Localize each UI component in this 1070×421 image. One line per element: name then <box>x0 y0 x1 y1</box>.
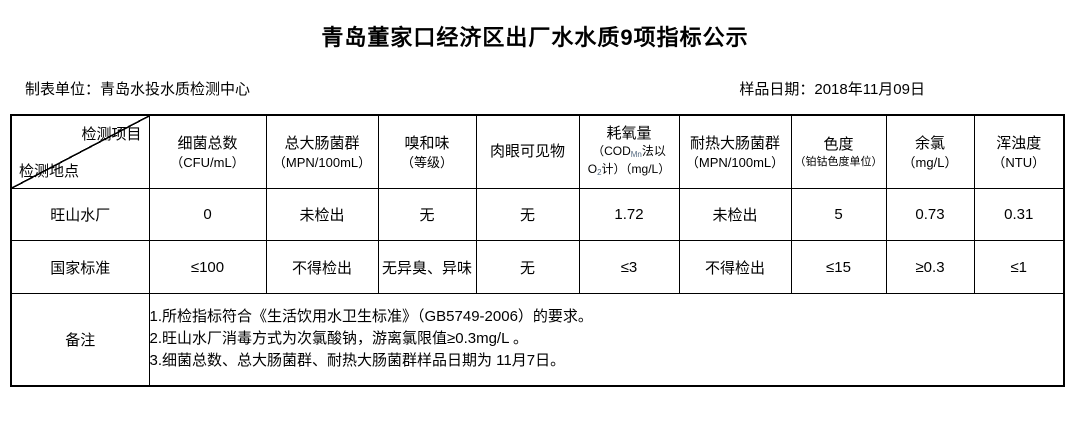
cell-value: 5 <box>790 188 887 241</box>
column-header-oxygen-consumption: 耗氧量 （CODMn法以 O2计）（mg/L） <box>578 114 680 189</box>
corner-label-items: 检测项目 <box>81 126 142 143</box>
cell-value: 不得检出 <box>678 240 792 294</box>
cell-value: 0 <box>148 188 267 241</box>
cell-value: 无 <box>377 188 477 241</box>
row-label-plant: 旺山水厂 <box>10 188 150 241</box>
cell-value: 无 <box>475 240 580 294</box>
cell-value: ≤15 <box>790 240 887 294</box>
column-header-residual-chlorine: 余氯 （mg/L） <box>885 114 975 189</box>
table-row-plant: 旺山水厂 0 未检出 无 无 1.72 未检出 5 0.73 0.31 <box>10 188 1065 241</box>
column-header-turbidity: 浑浊度 （NTU） <box>973 114 1065 189</box>
remark-line-3: 3.细菌总数、总大肠菌群、耐热大肠菌群样品日期为 11月7日。 <box>149 352 566 370</box>
column-header-chromaticity: 色度 （铂钴色度单位） <box>790 114 887 189</box>
remark-line-2: 2.旺山水厂消毒方式为次氯酸钠，游离氯限值≥0.3mg/L 。 <box>149 330 529 348</box>
row-label-standard: 国家标准 <box>10 240 150 294</box>
cell-value: 无异臭、异味 <box>377 240 477 294</box>
producer-unit-label: 制表单位：青岛水投水质检测中心 <box>25 81 251 98</box>
cell-value: 0.31 <box>973 188 1065 241</box>
diagonal-divider: 检测项目 检测地点 <box>12 116 149 188</box>
column-header-odor-taste: 嗅和味 （等级） <box>377 114 477 189</box>
row-label-remarks: 备注 <box>10 293 150 386</box>
water-quality-table: 检测项目 检测地点 细菌总数 （CFU/mL） 总大肠菌群 （MPN/100mL… <box>10 114 1065 387</box>
cell-value: 未检出 <box>678 188 792 241</box>
remark-line-1: 1.所检指标符合《生活饮用水卫生标准》（GB5749-2006）的要求。 <box>149 308 593 326</box>
column-header-bacteria: 细菌总数 （CFU/mL） <box>148 114 267 189</box>
cell-value: 0.73 <box>885 188 975 241</box>
column-header-visible-matter: 肉眼可见物 <box>475 114 580 189</box>
column-header-heat-resistant-coliform: 耐热大肠菌群 （MPN/100mL） <box>678 114 792 189</box>
cell-value: ≤1 <box>973 240 1065 294</box>
cell-value: 未检出 <box>265 188 379 241</box>
table-row-remarks: 备注 1.所检指标符合《生活饮用水卫生标准》（GB5749-2006）的要求。 … <box>10 293 1065 386</box>
cell-value: ≥0.3 <box>885 240 975 294</box>
cell-value: 无 <box>475 188 580 241</box>
header-corner-cell: 检测项目 检测地点 <box>10 114 150 189</box>
page-title: 青岛董家口经济区出厂水水质9项指标公示 <box>321 25 749 50</box>
header-row: 检测项目 检测地点 细菌总数 （CFU/mL） 总大肠菌群 （MPN/100mL… <box>10 114 1065 189</box>
cell-value: 1.72 <box>578 188 680 241</box>
cell-value: 不得检出 <box>265 240 379 294</box>
table-row-national-standard: 国家标准 ≤100 不得检出 无异臭、异味 无 ≤3 不得检出 ≤15 ≥0.3… <box>10 240 1065 294</box>
corner-label-locations: 检测地点 <box>19 163 80 180</box>
column-header-total-coliform: 总大肠菌群 （MPN/100mL） <box>265 114 379 189</box>
sample-date-label: 样品日期：2018年11月09日 <box>739 81 925 98</box>
cell-value: ≤100 <box>148 240 267 294</box>
cell-value: ≤3 <box>578 240 680 294</box>
remarks-cell: 1.所检指标符合《生活饮用水卫生标准》（GB5749-2006）的要求。 2.旺… <box>148 293 1065 386</box>
